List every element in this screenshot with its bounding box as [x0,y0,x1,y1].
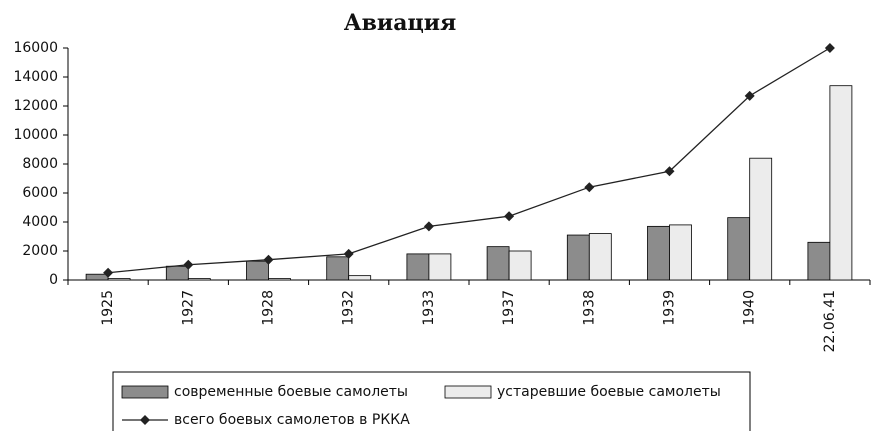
legend-label: современные боевые самолеты [174,384,408,400]
legend-swatch [444,385,492,399]
bar [486,246,510,281]
bar [187,278,211,281]
marker [183,259,194,270]
legend-marker [140,415,150,425]
y-tick-label: 0 [49,272,58,288]
x-tick-label: 1939 [662,290,678,326]
y-tick-label: 16000 [13,40,58,56]
y-tick-label: 4000 [22,214,58,230]
bar [348,275,372,281]
bar [566,234,590,281]
bar [508,250,532,281]
x-tick-label: 1940 [742,290,758,326]
y-tick-label: 14000 [13,69,58,85]
x-tick-label: 1927 [180,290,196,326]
bar [326,256,350,281]
y-tick-label: 12000 [13,98,58,114]
x-tick-label: 1925 [100,290,116,326]
bar [727,217,751,281]
legend-box [112,371,751,431]
marker [103,267,114,278]
bar [669,224,692,281]
marker [263,254,274,265]
x-tick-label: 1932 [341,290,357,326]
marker [423,221,434,232]
y-tick-label: 6000 [22,185,58,201]
marker [664,166,675,177]
legend-swatch [121,385,169,399]
bar [165,265,189,281]
bar [406,253,430,281]
bar [428,253,452,281]
marker [504,211,515,222]
bar [107,278,131,281]
bar [807,241,831,281]
marker [824,43,835,53]
bar [246,260,269,281]
x-tick-label: 1937 [501,290,517,326]
bar [749,157,773,281]
x-tick-label: 1938 [581,290,597,326]
bar [85,273,109,281]
x-tick-label: 1933 [421,290,437,326]
bar [829,85,853,281]
legend-label: всего боевых самолетов в РККА [174,412,410,428]
bar [647,225,670,281]
x-tick-label: 1928 [261,290,277,326]
marker [343,248,354,259]
y-tick-label: 2000 [22,243,58,259]
marker [744,90,755,101]
x-tick-label: 22.06.41 [822,290,838,352]
bar [268,278,291,281]
legend-label: устаревшие боевые самолеты [497,384,721,400]
y-tick-label: 8000 [22,156,58,172]
marker [584,182,595,193]
y-tick-label: 10000 [13,127,58,143]
chart-title: Авиация [344,10,457,36]
bar [588,233,612,281]
line [108,47,831,274]
